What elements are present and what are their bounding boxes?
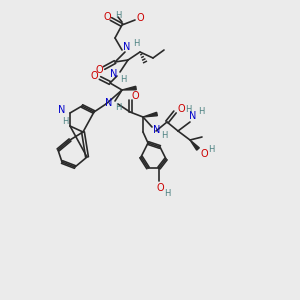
- Text: N: N: [105, 98, 113, 108]
- Polygon shape: [122, 86, 136, 90]
- Text: O: O: [103, 12, 111, 22]
- Text: O: O: [156, 183, 164, 193]
- Text: H: H: [115, 103, 121, 112]
- Text: H: H: [161, 131, 167, 140]
- Polygon shape: [190, 140, 199, 150]
- Text: O: O: [90, 71, 98, 81]
- Text: H: H: [164, 190, 170, 199]
- Text: O: O: [200, 149, 208, 159]
- Text: H: H: [208, 145, 214, 154]
- Text: N: N: [189, 111, 197, 121]
- Text: H: H: [115, 11, 121, 20]
- Polygon shape: [143, 112, 158, 117]
- Text: N: N: [110, 69, 118, 79]
- Text: N: N: [153, 125, 161, 135]
- Text: O: O: [136, 13, 144, 23]
- Text: H: H: [133, 38, 139, 47]
- Text: O: O: [177, 104, 185, 114]
- Text: N: N: [58, 105, 66, 115]
- Text: O: O: [95, 65, 103, 75]
- Text: H: H: [62, 116, 68, 125]
- Text: H: H: [198, 106, 204, 116]
- Text: H: H: [185, 106, 191, 115]
- Text: H: H: [120, 74, 126, 83]
- Text: O: O: [131, 91, 139, 101]
- Text: N: N: [123, 42, 131, 52]
